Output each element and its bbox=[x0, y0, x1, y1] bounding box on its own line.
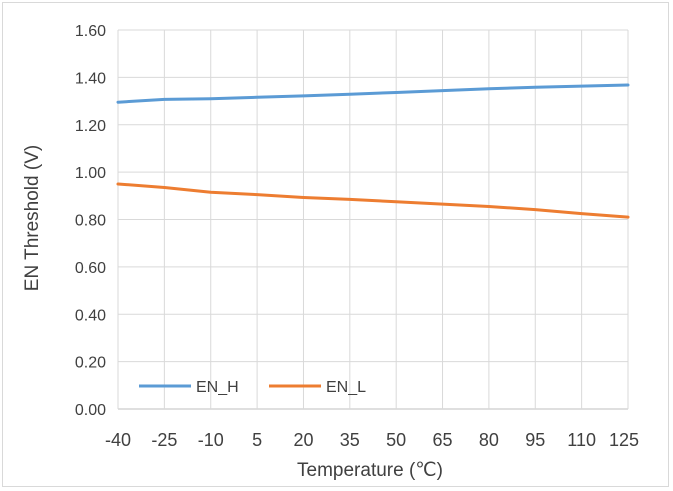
y-tick-label: 0.20 bbox=[75, 355, 106, 372]
legend-label-en-h: EN_H bbox=[196, 379, 239, 396]
legend-label-en-l: EN_L bbox=[326, 379, 366, 396]
x-axis-title: Temperature (℃) bbox=[297, 460, 443, 481]
legend: EN_H EN_L bbox=[139, 379, 366, 396]
y-tick-label: 0.60 bbox=[75, 260, 106, 277]
x-tick-label: -10 bbox=[198, 430, 224, 450]
x-tick-label: 20 bbox=[293, 430, 313, 450]
x-tick-label: 5 bbox=[252, 430, 262, 450]
series-line-en-h bbox=[116, 83, 630, 104]
series-lines bbox=[116, 83, 630, 219]
gridlines bbox=[117, 29, 629, 410]
y-tick-label: 1.40 bbox=[75, 70, 106, 87]
y-tick-label: 0.00 bbox=[75, 402, 106, 419]
x-tick-label: 65 bbox=[433, 430, 453, 450]
y-tick-label: 0.40 bbox=[75, 307, 106, 324]
x-tick-label: 50 bbox=[386, 430, 406, 450]
x-tick-label: 80 bbox=[479, 430, 499, 450]
y-tick-label: 1.60 bbox=[75, 23, 106, 40]
x-tick-label: 95 bbox=[525, 430, 545, 450]
x-tick-label: -40 bbox=[105, 430, 131, 450]
y-tick-label: 0.80 bbox=[75, 213, 106, 230]
x-tick-label: -25 bbox=[151, 430, 177, 450]
y-tick-label: 1.20 bbox=[75, 118, 106, 135]
x-tick-label: 125 bbox=[609, 430, 639, 450]
y-tick-label: 1.00 bbox=[75, 165, 106, 182]
y-axis-ticks: 0.00 0.20 0.40 0.60 0.80 1.00 1.20 1.40 1.60 bbox=[75, 23, 106, 419]
y-axis-title: EN Threshold (V) bbox=[22, 145, 43, 291]
x-tick-label: 110 bbox=[567, 430, 596, 450]
x-axis-ticks: -40 -25 -10 5 20 35 50 65 80 95 110 125 bbox=[105, 430, 639, 450]
series-line-en-l bbox=[116, 182, 630, 219]
chart-frame bbox=[2, 2, 669, 487]
x-tick-label: 35 bbox=[340, 430, 360, 450]
